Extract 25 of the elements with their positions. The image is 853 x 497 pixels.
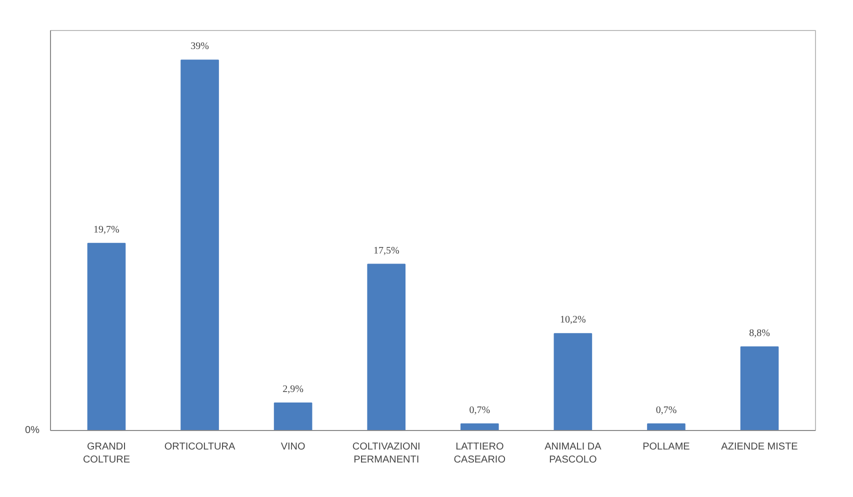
bar [180,60,219,430]
data-label: 2,9% [282,384,304,395]
text: 0% [25,425,40,436]
bar [274,402,312,430]
x-tick-label: COLTIVAZIONI PERMANENTI [352,442,420,466]
x-tick-label: AZIENDE MISTE [721,442,798,452]
bar [460,423,499,430]
bar [87,242,126,430]
x-tick-label: ORTICOLTURA [164,442,236,452]
data-label: 19,7% [94,224,120,236]
x-tick-label: ANIMALI DA PASCOLO [544,442,602,466]
data-label: 10,2% [560,314,586,326]
bar [367,264,406,430]
x-tick-label: LATTIERO CASEARIO [454,442,506,466]
x-tick-label: POLLAME [642,442,690,452]
x-tick-label: GRANDI COLTURE [82,442,130,466]
bar [554,333,592,430]
data-label: 0,7% [656,404,677,416]
x-tick-label: VINO [280,442,306,452]
data-label: 0,7% [469,404,490,416]
data-label: 17,5% [373,245,400,256]
bar [740,346,779,430]
data-label: 39% [190,41,209,52]
data-label: 8,8% [749,328,770,339]
bar [647,423,686,430]
